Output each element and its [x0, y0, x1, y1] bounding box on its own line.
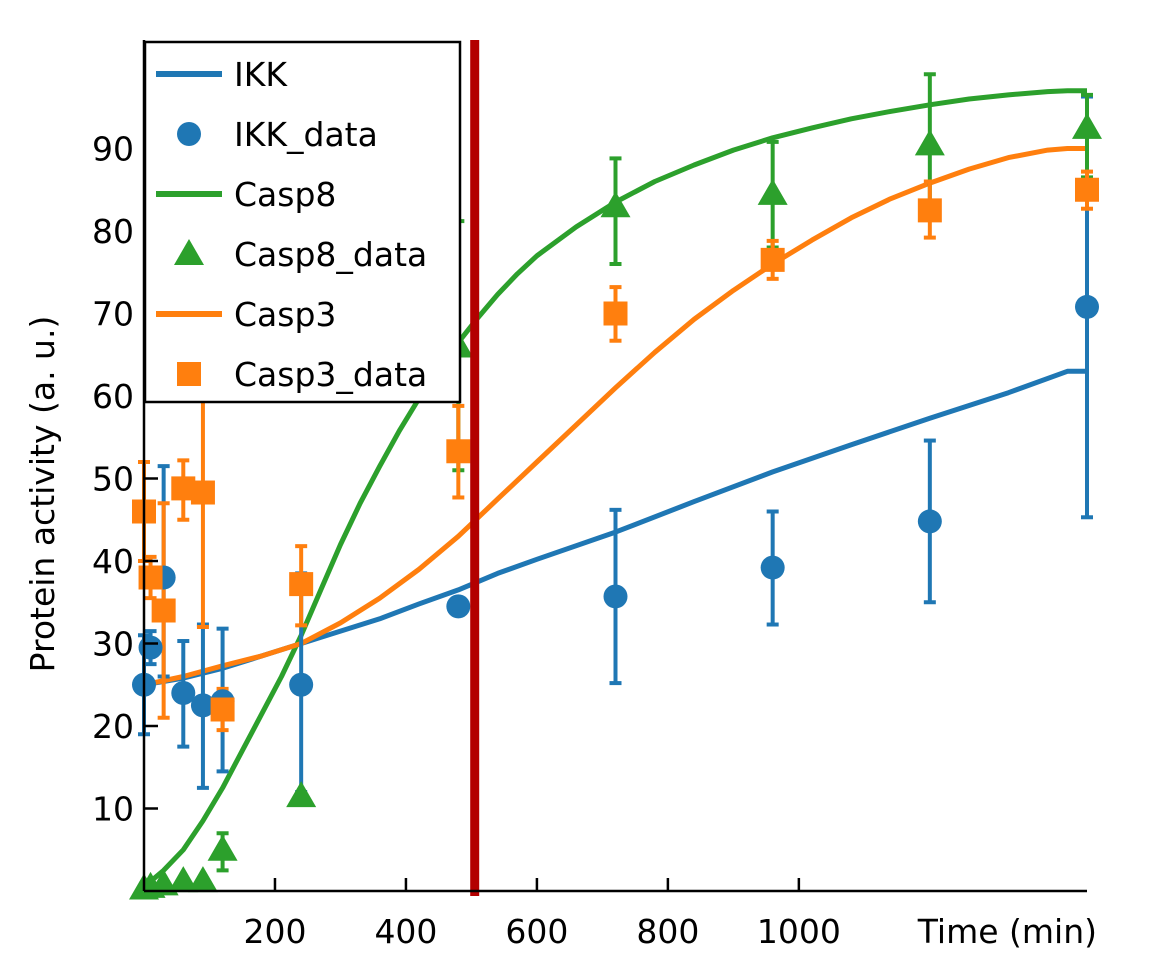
- x-tick-label: 200: [243, 912, 306, 951]
- data-point-ikk_data: [917, 509, 942, 534]
- data-point-casp8_data: [600, 191, 631, 218]
- y-tick-label: 90: [92, 130, 134, 169]
- x-tick-label: 1000: [757, 912, 841, 951]
- data-point-casp8_data: [187, 866, 218, 893]
- legend-swatch-marker: [177, 362, 201, 386]
- legend-label: IKK: [234, 55, 288, 94]
- data-point-casp3_data: [603, 301, 628, 326]
- data-point-ikk_data: [289, 672, 314, 697]
- legend-label: Casp8_data: [234, 235, 427, 274]
- data-point-ikk_data: [760, 555, 785, 580]
- legend-swatch-marker: [177, 122, 201, 146]
- y-tick-label: 80: [92, 212, 134, 251]
- legend-box: [143, 40, 462, 404]
- data-point-ikk_data: [446, 594, 471, 619]
- series-line-casp3: [143, 146, 1087, 688]
- data-point-casp3_data: [289, 572, 314, 597]
- data-point-ikk_data: [171, 681, 196, 705]
- x-tick-label: 400: [374, 912, 437, 951]
- x-tick-label: 600: [505, 912, 568, 951]
- data-point-casp3_data: [917, 198, 942, 223]
- data-point-casp8_data: [207, 834, 238, 861]
- data-point-casp3_data: [210, 697, 235, 722]
- y-tick-label: 60: [92, 377, 134, 416]
- y-tick-label: 50: [92, 460, 134, 499]
- x-tick-label: 800: [636, 912, 699, 951]
- legend-label: Casp3_data: [234, 355, 427, 394]
- series-line-casp8: [142, 88, 1087, 889]
- legend-label: Casp8: [234, 175, 336, 214]
- data-point-ikk_data: [603, 584, 628, 609]
- data-point-casp8_data: [914, 129, 945, 156]
- data-point-ikk_data: [1075, 294, 1099, 319]
- y-tick-label: 10: [92, 790, 134, 829]
- y-tick-label: 20: [92, 707, 134, 746]
- y-axis-title: Protein activity (a. u.): [23, 316, 62, 673]
- legend-label: IKK_data: [234, 115, 378, 154]
- data-point-casp8_data: [1072, 112, 1102, 139]
- data-point-casp8_data: [286, 781, 317, 808]
- legend: IKK IKK_data Casp8 Casp8_data Casp3 Casp3_dat…: [143, 40, 462, 404]
- y-tick-label: 40: [92, 542, 134, 581]
- data-point-casp3_data: [760, 247, 785, 272]
- ticks: 200 400 600 800 1000 10 20 30 40 50 60 70 80 90: [92, 130, 841, 952]
- plot-area: [129, 40, 1102, 900]
- data-point-casp3_data: [138, 565, 163, 590]
- data-point-casp3_data: [1075, 177, 1099, 202]
- legend-swatch-marker: [174, 239, 204, 265]
- y-tick-label: 30: [92, 625, 134, 664]
- data-point-ikk_data: [138, 635, 163, 660]
- x-axis-title: Time (min): [917, 912, 1097, 951]
- data-point-casp3_data: [446, 439, 471, 464]
- data-point-casp8_data: [168, 866, 199, 893]
- data-point-casp3_data: [190, 480, 215, 505]
- data-point-casp3_data: [151, 598, 176, 623]
- legend-label: Casp3: [234, 295, 336, 334]
- data-point-casp8_data: [757, 178, 788, 205]
- data-point-ikk_data: [190, 693, 215, 718]
- y-tick-label: 70: [92, 295, 134, 334]
